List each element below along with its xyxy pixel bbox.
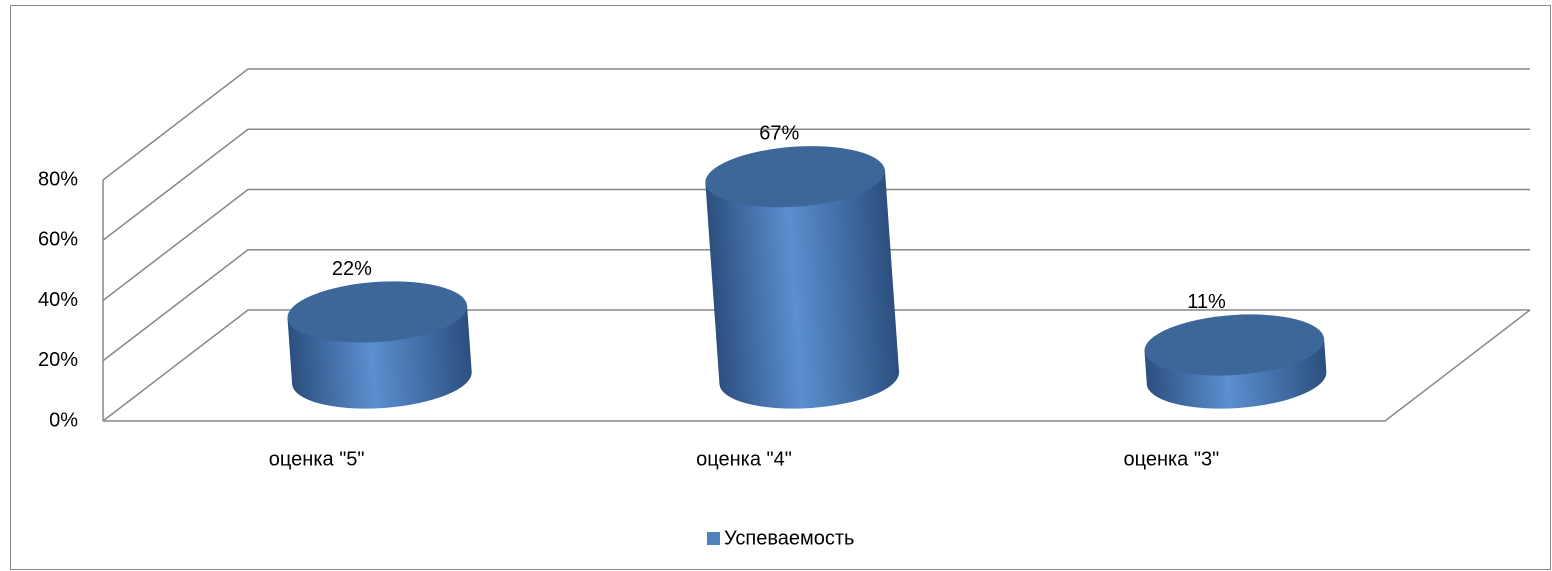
- x-tick-label: оценка "3": [1123, 448, 1219, 470]
- y-tick-label: 60%: [38, 229, 78, 251]
- data-label: 22%: [332, 258, 372, 280]
- data-label: 11%: [1187, 291, 1226, 313]
- legend-label: Успеваемость: [724, 527, 854, 549]
- bar-top: [1144, 314, 1325, 376]
- bar: [705, 170, 900, 409]
- x-tick-label: оценка "4": [696, 448, 792, 470]
- y-tick-label: 20%: [38, 349, 78, 371]
- floor: [103, 309, 1531, 422]
- y-tick-label: 80%: [38, 168, 78, 190]
- bar-top: [287, 281, 468, 343]
- y-tick-label: 0%: [49, 409, 78, 431]
- grid-line: [102, 68, 1530, 181]
- cylinder: [1144, 314, 1327, 409]
- bar-top: [705, 146, 885, 208]
- y-tick-label: 40%: [38, 289, 78, 311]
- data-label: 67%: [759, 122, 799, 144]
- grid-line: [102, 128, 1530, 241]
- cylinder: [287, 281, 472, 409]
- grid-line: [102, 188, 1530, 302]
- x-tick-label: оценка "5": [269, 448, 365, 470]
- grid-line: [102, 309, 1530, 422]
- cylinder: [705, 146, 900, 409]
- legend-swatch: [707, 532, 720, 545]
- chart-frame: [10, 5, 1551, 570]
- grid-line: [102, 249, 1530, 362]
